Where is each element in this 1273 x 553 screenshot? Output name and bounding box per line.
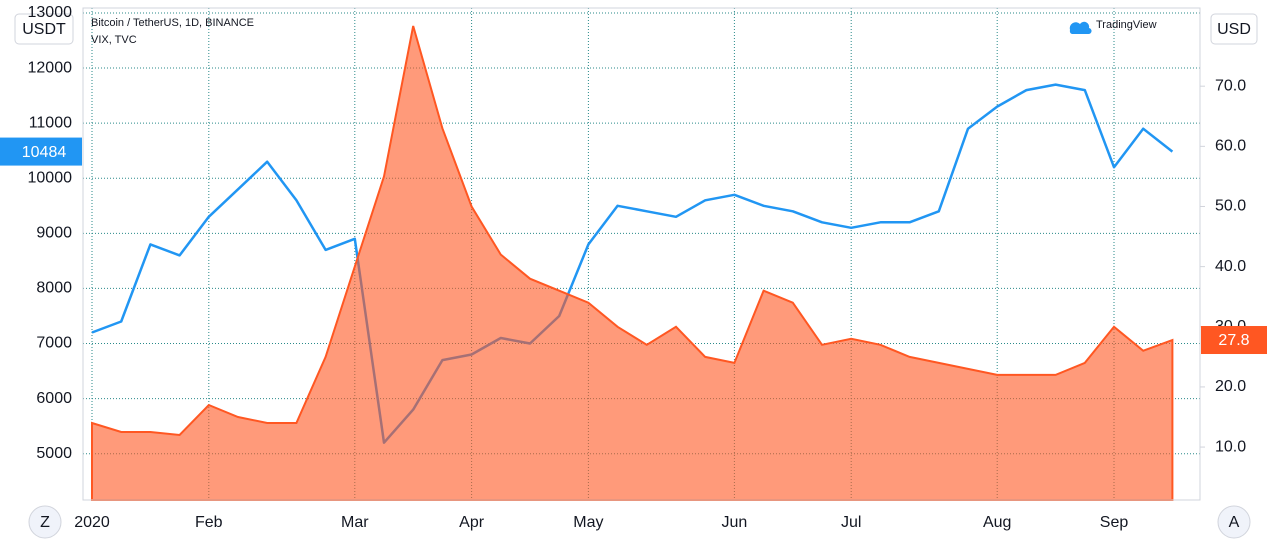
y2-tick-label: 40.0	[1215, 258, 1246, 275]
unit-box[interactable]	[14, 13, 74, 45]
x-tick-label: Apr	[459, 514, 485, 531]
y2-tick-label: 50.0	[1215, 198, 1246, 215]
y-tick-label: 10000	[28, 169, 73, 186]
x-tick-label: Feb	[195, 514, 223, 531]
x-tick-label: 2020	[74, 514, 110, 531]
unit-box[interactable]	[1210, 13, 1258, 45]
y-tick-label: 7000	[36, 335, 72, 352]
x-tick-label: Jul	[841, 514, 861, 531]
line	[91, 83, 1174, 444]
y-tick-label: 12000	[28, 59, 73, 76]
y-tick-label: 13000	[28, 4, 73, 21]
y-tick-label: 6000	[36, 390, 72, 407]
button[interactable]	[28, 505, 62, 539]
x-tick-label: Mar	[341, 514, 369, 531]
price-label	[1201, 326, 1267, 355]
price-label-text: 10484	[22, 144, 67, 161]
y-tick-label: 9000	[36, 225, 72, 242]
price-label	[0, 137, 82, 166]
price-label-text: 27.8	[1218, 332, 1249, 349]
button[interactable]	[1217, 505, 1251, 539]
y2-tick-label: 20.0	[1215, 378, 1246, 395]
brand-logo	[1069, 21, 1092, 35]
marks	[91, 25, 1174, 501]
y-tick-label: 11000	[29, 114, 72, 131]
y-unit: USDT	[22, 21, 66, 38]
y2-tick-label: 10.0	[1215, 438, 1246, 455]
y2-tick-label: 70.0	[1215, 77, 1246, 94]
button-label: Z	[40, 514, 50, 531]
y-tick-label: 8000	[36, 280, 72, 297]
y2-unit: USD	[1217, 21, 1251, 38]
y-tick-label: 5000	[36, 445, 72, 462]
area	[91, 25, 1174, 501]
button-label: A	[1229, 514, 1240, 531]
x-tick-label: Jun	[722, 514, 748, 531]
x-tick-label: Sep	[1100, 514, 1129, 531]
brand: TradingView	[1096, 19, 1157, 31]
y2-tick-label: 60.0	[1215, 138, 1246, 155]
chart-title: Bitcoin / TetherUS, 1D, BINANCE	[91, 17, 254, 29]
x-tick-label: Aug	[983, 514, 1011, 531]
plot-frame	[82, 7, 1201, 501]
chart-subtitle: VIX, TVC	[91, 34, 137, 46]
x-tick-label: May	[573, 514, 603, 531]
